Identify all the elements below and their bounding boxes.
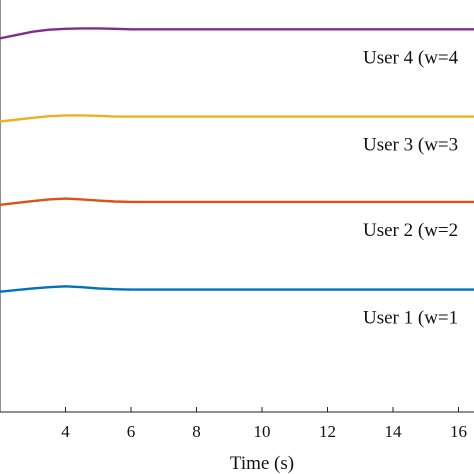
series-label-user-2: User 2 (w=2	[363, 220, 458, 241]
series-lines	[0, 27, 474, 293]
x-tick-label: 16	[450, 422, 467, 441]
series-label-user-3: User 3 (w=3	[363, 135, 458, 156]
x-tick-label: 4	[61, 422, 70, 441]
x-tick-label: 10	[254, 422, 271, 441]
x-tick-label: 12	[319, 422, 336, 441]
series-line-user-4	[0, 27, 474, 40]
x-axis-title: Time (s)	[230, 453, 294, 474]
plot-area	[0, 0, 474, 413]
series-label-user-4: User 4 (w=4	[363, 47, 459, 68]
x-tick-label: 6	[127, 422, 136, 441]
series-line-user-2	[0, 197, 474, 207]
x-tick-label: 8	[192, 422, 201, 441]
series-line-user-3	[0, 114, 474, 123]
series-label-user-1: User 1 (w=1	[363, 308, 458, 329]
series-labels: User 4 (w=4 User 3 (w=3 User 2 (w=2 User 1 …	[363, 47, 459, 328]
series-line-user-1	[0, 285, 474, 293]
x-tick-label: 14	[385, 422, 403, 441]
x-axis-ticks: 4 6 8 10 12 14 16	[61, 407, 467, 441]
